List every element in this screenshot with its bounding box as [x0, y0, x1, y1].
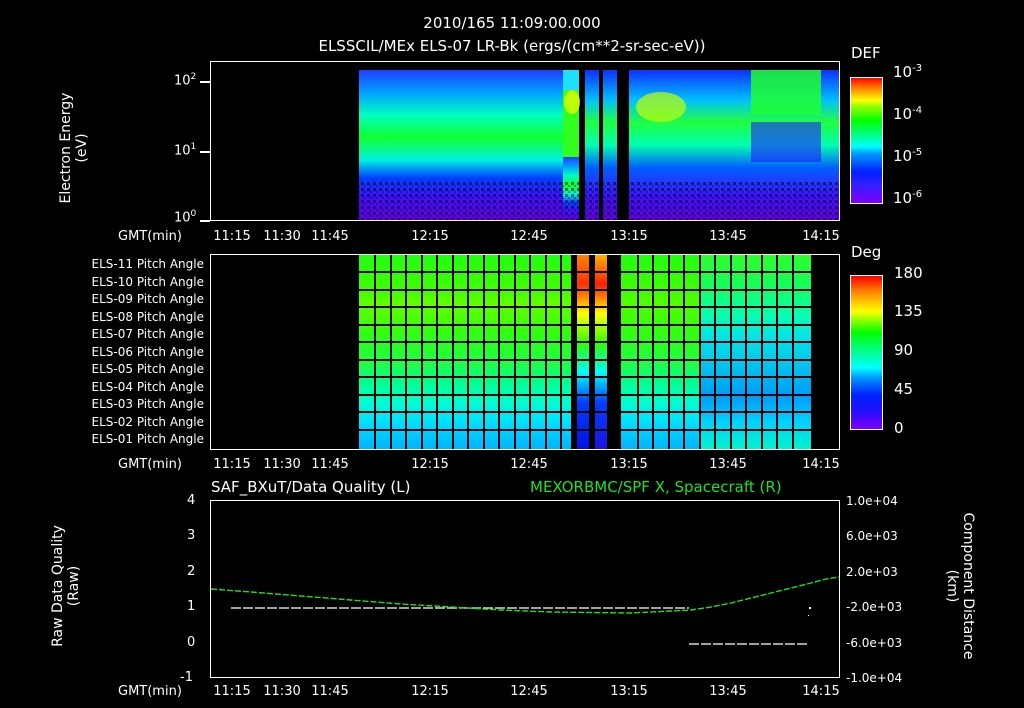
xtick-label: 11:30	[263, 684, 301, 699]
ytick-mark	[200, 151, 210, 153]
row-label-els-07: ELS-07 Pitch Angle	[91, 327, 204, 341]
ytick-1e0: 100	[174, 209, 197, 226]
xtick-label: 13:15	[610, 229, 648, 244]
xtick-label: 12:15	[411, 457, 449, 472]
ytick-mark	[200, 220, 210, 222]
xtick-label: 11:15	[213, 229, 251, 244]
pitch-angle-block	[359, 255, 571, 449]
xtick-label: 13:45	[709, 457, 747, 472]
row-label-els-08: ELS-08 Pitch Angle	[91, 310, 204, 324]
pitch-angle-block	[595, 255, 607, 449]
xtick-label: 12:45	[510, 684, 548, 699]
colorbar-deg	[850, 275, 883, 430]
colorbar-deg-label: 45	[894, 380, 914, 398]
xtick-label: 11:15	[213, 457, 251, 472]
xtick-label: 12:15	[411, 229, 449, 244]
xtick-label: 11:45	[311, 684, 349, 699]
row-label-els-02: ELS-02 Pitch Angle	[91, 415, 204, 429]
xtick-label: 13:45	[709, 229, 747, 244]
row-label-els-06: ELS-06 Pitch Angle	[91, 345, 204, 359]
xtick-label: 11:45	[311, 457, 349, 472]
colorbar-deg-title: Deg	[851, 243, 882, 261]
colorbar-def-title: DEF	[851, 44, 881, 62]
xtick-label: 13:45	[709, 684, 747, 699]
xtick-label: 11:45	[311, 229, 349, 244]
ytick-right: -2.0e+03	[846, 600, 903, 614]
row-label-els-01: ELS-01 Pitch Angle	[91, 432, 204, 446]
xtick-label: 12:45	[510, 457, 548, 472]
ytick-right: -6.0e+03	[846, 636, 903, 650]
pitch-angle-block	[701, 255, 811, 449]
ytick-left: -1	[180, 670, 193, 685]
panel3-title-right: MEXORBMC/SPF X, Spacecraft (R)	[530, 478, 782, 496]
xtick-label: 11:15	[213, 684, 251, 699]
panel3-ylabel-left: Raw Data Quality (Raw)	[50, 525, 82, 647]
row-label-els-03: ELS-03 Pitch Angle	[91, 397, 204, 411]
xtick-label: 11:30	[263, 229, 301, 244]
series-spacecraft-x	[211, 576, 839, 614]
pitch-angle-heatmap[interactable]	[210, 254, 840, 450]
ytick-right: 1.0e+04	[846, 494, 898, 508]
panel2-xaxis-label: GMT(min)	[118, 457, 182, 472]
plot-subtitle: ELSSCIL/MEx ELS-07 LR-Bk (ergs/(cm**2-sr…	[318, 37, 706, 55]
row-label-els-10: ELS-10 Pitch Angle	[91, 275, 204, 289]
ytick-right: 2.0e+03	[846, 565, 898, 579]
panel3-title-left: SAF_BXuT/Data Quality (L)	[211, 478, 411, 496]
xtick-label: 14:15	[802, 457, 840, 472]
colorbar-def-label: 10-4	[893, 105, 923, 123]
xtick-label: 13:15	[610, 457, 648, 472]
energy-spectrogram[interactable]	[210, 61, 840, 221]
xtick-label: 12:45	[510, 229, 548, 244]
colorbar-deg-label: 180	[894, 264, 923, 282]
colorbar-def	[850, 77, 883, 204]
ytick-right: 6.0e+03	[846, 529, 898, 543]
colorbar-deg-label: 135	[894, 302, 923, 320]
plot-timestamp: 2010/165 11:09:00.000	[423, 14, 601, 32]
ytick-mark	[200, 81, 210, 83]
colorbar-def-label: 10-6	[893, 189, 923, 207]
xtick-label: 11:30	[263, 457, 301, 472]
ytick-right: -1.0e+04	[846, 671, 903, 685]
colorbar-def-label: 10-3	[893, 63, 923, 81]
panel3-xaxis-label: GMT(min)	[118, 684, 182, 699]
colorbar-deg-label: 90	[894, 341, 914, 359]
colorbar-deg-label: 0	[894, 419, 904, 437]
panel1-xaxis-label: GMT(min)	[118, 229, 182, 244]
ytick-left: 3	[187, 528, 196, 543]
ytick-left: 4	[187, 493, 196, 508]
panel3-ylabel-right: Component Distance (km)	[944, 512, 976, 660]
xtick-label: 13:15	[610, 684, 648, 699]
ytick-1e1: 101	[174, 142, 197, 159]
line-plot-svg	[211, 576, 839, 645]
colorbar-def-label: 10-5	[893, 147, 923, 165]
spectrogram-image	[359, 70, 839, 220]
row-label-els-04: ELS-04 Pitch Angle	[91, 380, 204, 394]
panel1-ylabel: Electron Energy (eV)	[58, 92, 90, 204]
line-plot[interactable]	[210, 500, 840, 678]
row-label-els-11: ELS-11 Pitch Angle	[91, 257, 204, 271]
xtick-label: 14:15	[802, 684, 840, 699]
ytick-1e2: 102	[174, 72, 197, 89]
row-label-els-05: ELS-05 Pitch Angle	[91, 362, 204, 376]
row-label-els-09: ELS-09 Pitch Angle	[91, 292, 204, 306]
xtick-label: 14:15	[802, 229, 840, 244]
pitch-angle-block	[577, 255, 589, 449]
ytick-left: 2	[187, 564, 196, 579]
ytick-left: 0	[187, 635, 196, 650]
ytick-left: 1	[187, 599, 196, 614]
xtick-label: 12:15	[411, 684, 449, 699]
